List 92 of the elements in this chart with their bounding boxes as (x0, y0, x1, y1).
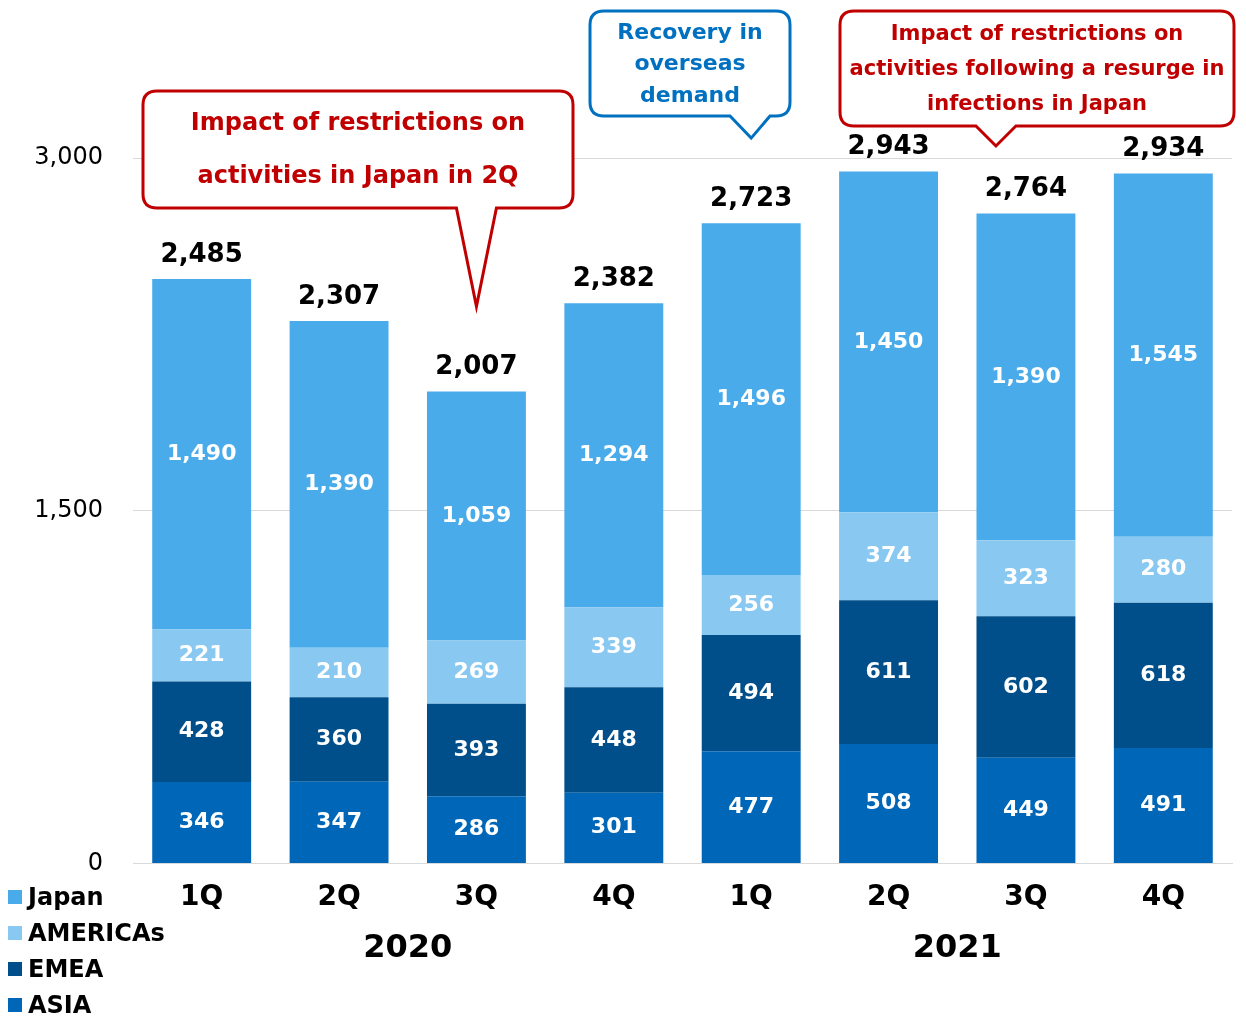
x-tick-label: 2Q (866, 879, 911, 913)
data-label: 508 (865, 789, 912, 815)
bar (839, 600, 939, 744)
bar (564, 607, 664, 688)
data-label: 491 (1140, 791, 1187, 817)
total-label: 2,382 (572, 262, 655, 293)
x-tick-label: 2Q (317, 879, 361, 913)
legend-label: AMERICAs (28, 918, 165, 949)
data-label: 618 (1140, 661, 1187, 687)
bar (289, 781, 389, 863)
bar (426, 796, 526, 863)
data-label: 346 (178, 808, 225, 834)
bar (1113, 536, 1213, 603)
bar (1113, 602, 1213, 748)
total-label: 2,485 (160, 237, 243, 268)
data-label: 428 (178, 717, 225, 743)
data-label: 269 (453, 657, 500, 683)
data-label: 611 (865, 657, 912, 683)
x-tick-label: 3Q (1004, 879, 1048, 913)
total-label: 2,007 (435, 350, 518, 381)
annotation: Impact of restrictions on activities in Japan in 2Q (190, 107, 526, 190)
bar (289, 320, 389, 648)
total-label: 2,764 (984, 172, 1068, 203)
legend-label: EMEA (28, 954, 104, 985)
data-label: 210 (316, 658, 363, 684)
bar (152, 782, 252, 863)
bar (289, 697, 389, 782)
data-label: 1,545 (1128, 340, 1199, 366)
bar (289, 647, 389, 698)
data-label: 1,390 (991, 362, 1061, 388)
bar (701, 223, 801, 575)
data-label: 301 (590, 813, 637, 839)
x-tick-label: 1Q (729, 879, 773, 913)
data-label: 323 (1002, 564, 1049, 590)
total-label: 2,934 (1122, 132, 1205, 163)
x-tick-label: 4Q (1141, 879, 1185, 913)
bar (701, 574, 801, 636)
data-label: 1,450 (853, 327, 924, 353)
data-label: 256 (728, 590, 775, 616)
text: 2020 (363, 926, 453, 965)
data-label: 1,059 (441, 501, 512, 527)
text: Impact of restrictions on activities following a resurge in infections in Japan (849, 20, 1225, 115)
data-label: 221 (178, 641, 225, 667)
y-tick-label: 0 (87, 847, 103, 876)
bar (1113, 747, 1213, 863)
bar (976, 757, 1076, 863)
bar (976, 616, 1076, 758)
total-label: 2,307 (297, 279, 381, 310)
data-label: 448 (590, 725, 637, 751)
legend-label: Japan (28, 882, 104, 913)
data-label: 1,490 (166, 439, 237, 465)
data-label: 602 (1002, 672, 1049, 698)
bar (426, 391, 526, 641)
data-label: 1,294 (579, 441, 649, 467)
bar (839, 512, 939, 601)
data-label: 1,496 (716, 384, 786, 410)
bar (564, 303, 664, 608)
y-tick-label: 3,000 (34, 142, 103, 171)
data-label: 360 (316, 725, 363, 751)
bar (1113, 173, 1213, 537)
bar (564, 687, 664, 793)
bar (426, 640, 526, 704)
bar (976, 213, 1076, 541)
bar (976, 540, 1076, 617)
data-label: 494 (728, 678, 775, 704)
data-label: 449 (1002, 796, 1049, 822)
bar (701, 635, 801, 752)
x-tick-label: 1Q (180, 879, 224, 913)
bar (701, 751, 801, 863)
data-label: 374 (865, 542, 912, 568)
data-label: 1,390 (304, 470, 374, 496)
data-label: 286 (453, 815, 500, 841)
data-label: 393 (453, 735, 500, 761)
y-tick-label: 1,500 (34, 494, 103, 523)
text: Recovery in overseas demand (617, 18, 763, 107)
bar (564, 792, 664, 863)
bar (426, 703, 526, 797)
data-label: 339 (590, 633, 637, 659)
bar (152, 681, 252, 783)
data-label: 347 (316, 808, 363, 834)
x-tick-label: 4Q (592, 879, 636, 913)
bar (839, 743, 939, 863)
total-label: 2,723 (710, 181, 793, 212)
bar (152, 279, 252, 630)
x-tick-label: 3Q (454, 879, 499, 913)
text: 2021 (912, 926, 1002, 965)
data-label: 280 (1140, 555, 1187, 581)
bar (152, 629, 252, 682)
total-label: 2,943 (847, 130, 930, 161)
legend-label: ASIA (28, 990, 92, 1021)
data-label: 477 (728, 792, 775, 818)
bar (839, 171, 939, 513)
